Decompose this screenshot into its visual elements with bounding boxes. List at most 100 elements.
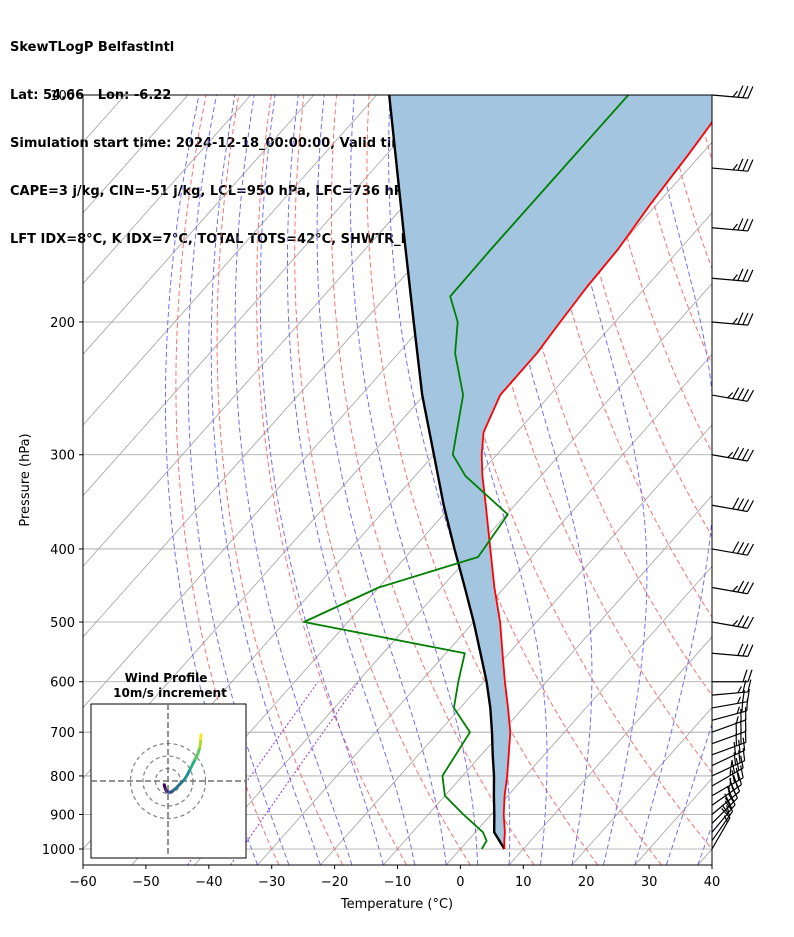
wind-barb-feather xyxy=(742,218,749,231)
wind-barb-feather xyxy=(747,313,754,326)
dry-adiabat-line xyxy=(433,95,712,850)
wind-barb-feather xyxy=(732,163,738,171)
y-tick-label: 400 xyxy=(50,543,75,558)
moist-adiabat-line xyxy=(187,95,290,865)
wind-barb-feather xyxy=(746,500,755,512)
wind-barb-feather xyxy=(724,797,733,809)
wind-barb-staff xyxy=(711,790,740,815)
isotherm-line xyxy=(761,95,794,865)
y-tick-label: 700 xyxy=(50,726,75,741)
hodograph-inset: Wind Profile 10m/s increment xyxy=(90,671,247,859)
wind-barb-feather xyxy=(737,85,744,98)
wind-barb-staff xyxy=(711,167,748,172)
x-tick-label: −50 xyxy=(132,875,159,890)
moist-adiabat-line xyxy=(665,722,712,865)
wind-barb-feather xyxy=(737,542,745,554)
wind-barb-feather xyxy=(742,542,750,555)
x-tick-label: −60 xyxy=(69,875,96,890)
wind-barb-feather xyxy=(742,499,750,511)
dewpoint-line xyxy=(303,95,629,850)
isotherm-line xyxy=(508,636,712,865)
wind-barb-feather xyxy=(732,90,738,98)
wind-barb-feather xyxy=(746,689,750,702)
wind-barb-feather xyxy=(737,312,744,325)
x-tick-label: 0 xyxy=(456,875,464,890)
wind-barb-feather xyxy=(742,85,749,98)
wind-barb-feather xyxy=(732,585,739,592)
y-tick-label: 200 xyxy=(50,316,75,331)
wind-barb-staff xyxy=(711,719,747,733)
wind-barb-feather xyxy=(737,447,745,460)
wind-barb-staff xyxy=(711,621,748,629)
wind-barb-feather xyxy=(727,392,734,399)
isotherm-line xyxy=(445,565,712,865)
isotherm-line xyxy=(257,353,712,865)
wind-barb-feather xyxy=(742,158,749,172)
wind-barb-staff xyxy=(711,652,748,657)
wind-barb-feather xyxy=(731,760,736,774)
wind-barb-staff xyxy=(711,817,731,850)
wind-barb-staff xyxy=(711,586,748,595)
wind-barb-staff xyxy=(711,94,748,99)
wind-barb-staff xyxy=(711,548,748,556)
wind-barb-feather xyxy=(747,269,754,282)
wind-barb-feather xyxy=(737,218,744,231)
wind-barb-feather xyxy=(747,644,754,657)
wind-barb-feather xyxy=(737,498,745,511)
wind-barb-feather xyxy=(742,644,749,657)
wind-barb-feather xyxy=(732,497,740,510)
moist-adiabat-line xyxy=(729,95,794,865)
moist-adiabat-line xyxy=(556,95,648,865)
wind-barb-feather xyxy=(730,759,733,768)
wind-barb-feather xyxy=(736,706,740,714)
moist-adiabat-line xyxy=(234,95,353,865)
wind-barb-feather xyxy=(746,449,755,462)
dry-adiabat-line xyxy=(728,95,794,865)
wind-barb-feather xyxy=(742,312,749,325)
wind-barb-feather xyxy=(732,387,740,399)
x-axis-label: Temperature (°C) xyxy=(340,897,453,912)
wind-barb-staff xyxy=(711,784,742,806)
wind-barb-staff xyxy=(711,777,744,797)
x-tick-label: 40 xyxy=(704,875,721,890)
wind-barb-feather xyxy=(737,580,745,593)
mixing-ratio-line xyxy=(230,681,360,865)
y-axis-label: Pressure (hPa) xyxy=(18,433,33,526)
dry-adiabat-line xyxy=(596,95,712,454)
wind-barb-feather xyxy=(746,616,755,629)
moist-adiabat-line xyxy=(210,95,321,865)
dry-adiabat-line xyxy=(466,95,712,774)
x-tick-label: 30 xyxy=(641,875,658,890)
wind-barb-feather xyxy=(746,582,755,595)
isotherm-line xyxy=(83,95,315,355)
y-tick-label: 800 xyxy=(50,770,75,785)
parcel-profile-line xyxy=(388,95,506,850)
wind-barb-staff xyxy=(711,804,736,833)
wind-barb-staff xyxy=(711,710,747,721)
wind-barb-feather xyxy=(733,741,737,755)
wind-barb-staff xyxy=(711,701,748,709)
wind-barb-feather xyxy=(728,793,736,805)
wind-barb-feather xyxy=(737,772,743,785)
wind-barb-staff xyxy=(711,321,748,326)
moist-adiabat-line xyxy=(634,95,712,865)
wind-barb-staff xyxy=(711,797,738,824)
wind-barb-staff xyxy=(711,767,744,787)
wind-barb-feather xyxy=(737,158,744,171)
y-tick-label: 100 xyxy=(50,89,75,104)
x-tick-label: −30 xyxy=(258,875,285,890)
wind-barb-staff xyxy=(711,394,748,402)
dry-adiabat-line xyxy=(330,95,535,865)
wind-barb-feather xyxy=(737,696,742,704)
title-station: SkewTLogP BelfastIntl xyxy=(10,40,175,55)
wind-barb-staff xyxy=(711,741,747,756)
wind-barb-feather xyxy=(747,219,754,232)
dry-adiabat-line xyxy=(366,95,599,865)
moist-adiabat-line xyxy=(349,95,479,865)
x-tick-label: 10 xyxy=(515,875,532,890)
moist-adiabat-line xyxy=(487,95,593,865)
dry-adiabat-line xyxy=(256,95,407,865)
dry-adiabat-line xyxy=(531,95,712,618)
hodograph-subtitle: 10m/s increment xyxy=(113,686,227,700)
